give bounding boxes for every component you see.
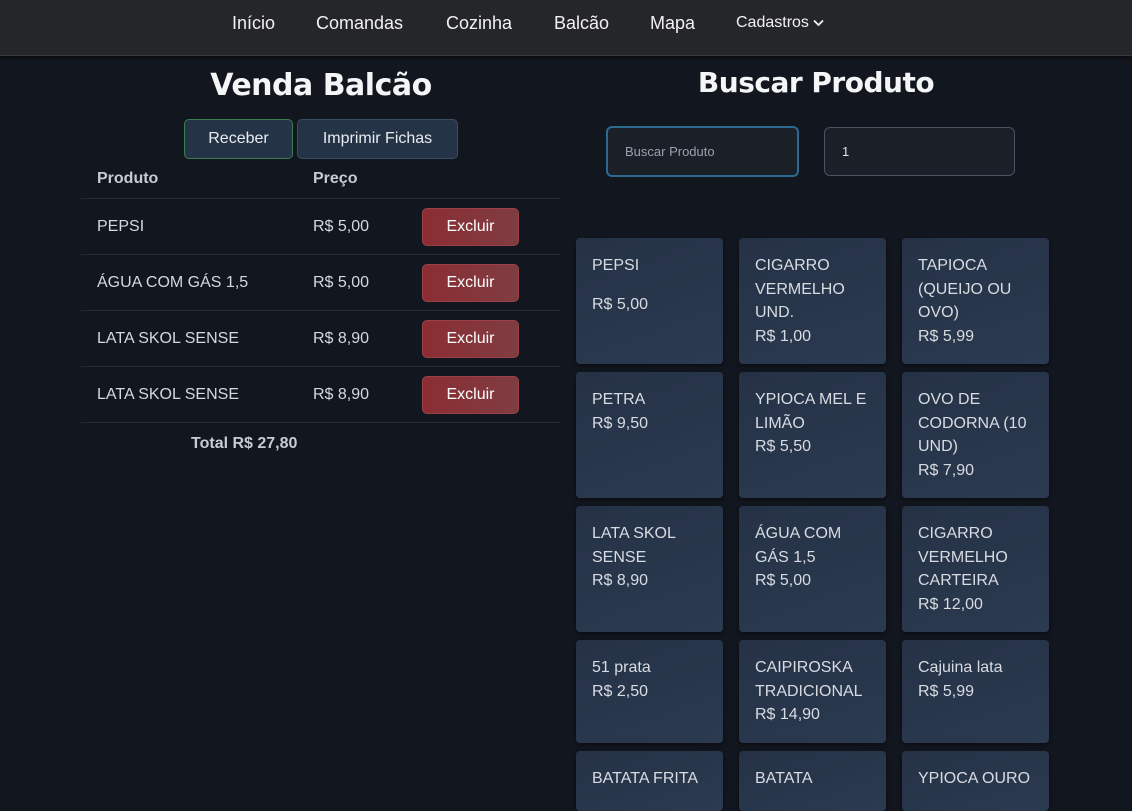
product-name: Cajuina lata (918, 659, 1003, 676)
row-price: R$ 8,90 (313, 330, 370, 347)
nav-inicio[interactable]: Início (232, 13, 276, 33)
product-card[interactable]: CAIPIROSKA TRADICIONAL R$ 14,90 (739, 640, 886, 743)
product-name: BATATA FRITA (592, 770, 699, 787)
product-name: YPIOCA MEL E LIMÃO (755, 391, 867, 432)
product-price: R$ 1,00 (755, 327, 812, 345)
header-product: Produto (97, 170, 159, 187)
product-name: 51 prata (592, 659, 651, 676)
search-input[interactable] (606, 126, 799, 177)
row-product: LATA SKOL SENSE (97, 386, 239, 403)
table-row: LATA SKOL SENSE R$ 8,90 Excluir (81, 366, 560, 422)
nav-comandas[interactable]: Comandas (316, 13, 404, 33)
product-card[interactable]: CIGARRO VERMELHO UND. R$ 1,00 (739, 238, 886, 364)
product-price: R$ 14,90 (755, 706, 820, 723)
product-price: R$ 5,99 (918, 682, 975, 700)
product-price: R$ 5,00 (755, 572, 812, 589)
header-price: Preço (313, 170, 358, 187)
cadastros-label: Cadastros (736, 14, 809, 31)
table-row: ÁGUA COM GÁS 1,5 R$ 5,00 Excluir (81, 254, 560, 310)
product-card[interactable]: Cajuina lata R$ 5,99 (902, 640, 1049, 743)
product-price: R$ 9,50 (592, 414, 649, 432)
table-row: PEPSI R$ 5,00 Excluir (81, 198, 560, 254)
row-product: LATA SKOL SENSE (97, 330, 239, 347)
search-title: Buscar Produto (697, 66, 935, 99)
product-price: R$ 2,50 (592, 682, 649, 700)
receive-button[interactable]: Receber (184, 119, 293, 159)
product-name: PEPSI (592, 257, 640, 274)
nav-mapa[interactable]: Mapa (650, 13, 696, 33)
product-price: R$ 12,00 (918, 595, 983, 613)
product-card[interactable]: PEPSI R$ 5,00 (576, 238, 723, 364)
nav-balcao[interactable]: Balcão (554, 13, 610, 33)
table-row: LATA SKOL SENSE R$ 8,90 Excluir (81, 310, 560, 366)
product-card[interactable]: TAPIOCA (QUEIJO OU OVO) R$ 5,99 (902, 238, 1049, 364)
product-price: R$ 8,90 (592, 572, 649, 589)
row-product: ÁGUA COM GÁS 1,5 (97, 274, 249, 291)
product-card[interactable]: CIGARRO VERMELHO CARTEIRA R$ 12,00 (902, 506, 1049, 632)
product-price: R$ 5,99 (918, 327, 975, 345)
product-card[interactable]: YPIOCA MEL E LIMÃO R$ 5,50 (739, 372, 886, 498)
product-name: CIGARRO VERMELHO CARTEIRA (918, 525, 1008, 589)
product-price: R$ 5,50 (755, 438, 812, 455)
product-name: TAPIOCA (QUEIJO OU OVO) (918, 257, 1012, 321)
product-card[interactable]: BATATA FRITA (576, 751, 723, 811)
product-name: PETRA (592, 391, 646, 408)
product-name: ÁGUA COM GÁS 1,5 (755, 525, 842, 566)
product-card[interactable]: 51 prata R$ 2,50 (576, 640, 723, 743)
page-title: Venda Balcão (210, 68, 432, 103)
navbar: Início Comandas Cozinha Balcão Mapa Cada… (0, 0, 1132, 56)
row-price: R$ 8,90 (313, 386, 370, 403)
product-name: CIGARRO VERMELHO UND. (755, 257, 845, 321)
table-bottom-border (81, 422, 560, 423)
delete-button[interactable]: Excluir (422, 376, 519, 414)
row-price: R$ 5,00 (313, 274, 370, 291)
delete-button[interactable]: Excluir (422, 320, 519, 358)
product-card[interactable]: PETRA R$ 9,50 (576, 372, 723, 498)
total: Total R$ 27,80 (191, 435, 298, 452)
row-price: R$ 5,00 (313, 218, 370, 235)
product-name: BATATA (755, 770, 813, 787)
product-card[interactable]: LATA SKOL SENSE R$ 8,90 (576, 506, 723, 632)
product-name: LATA SKOL SENSE (592, 525, 676, 566)
product-card[interactable]: ÁGUA COM GÁS 1,5 R$ 5,00 (739, 506, 886, 632)
row-product: PEPSI (97, 218, 145, 235)
delete-button[interactable]: Excluir (422, 264, 519, 302)
nav-cozinha[interactable]: Cozinha (446, 13, 513, 33)
product-card[interactable]: YPIOCA OURO (902, 751, 1049, 811)
quantity-input[interactable] (824, 127, 1015, 176)
product-grid: PEPSI R$ 5,00 CIGARRO VERMELHO UND. R$ 1,00… (576, 238, 1049, 811)
product-name: OVO DE CODORNA (10 UND) (918, 391, 1027, 455)
product-name: CAIPIROSKA TRADICIONAL (755, 659, 863, 700)
product-price: R$ 5,00 (592, 295, 649, 313)
product-card[interactable]: OVO DE CODORNA (10 UND) R$ 7,90 (902, 372, 1049, 498)
nav-cadastros-dropdown[interactable]: Cadastros (736, 14, 824, 32)
delete-button[interactable]: Excluir (422, 208, 519, 246)
product-card[interactable]: BATATA (739, 751, 886, 811)
product-price: R$ 7,90 (918, 461, 975, 479)
product-name: YPIOCA OURO (918, 770, 1031, 787)
print-tickets-button[interactable]: Imprimir Fichas (297, 119, 458, 159)
chevron-down-icon (813, 19, 824, 27)
